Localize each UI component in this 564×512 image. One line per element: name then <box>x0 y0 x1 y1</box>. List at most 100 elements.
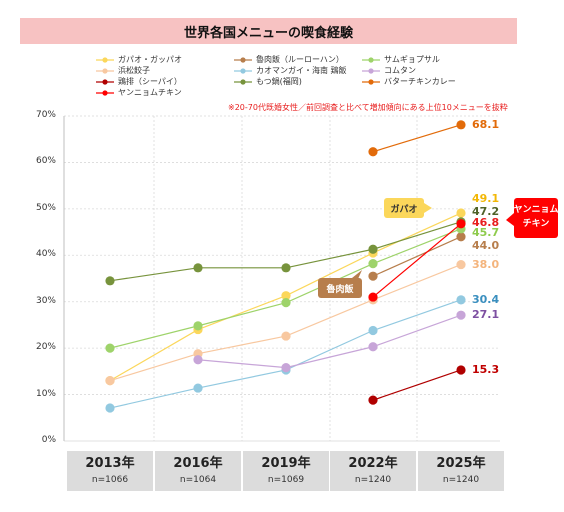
y-tick-label: 30% <box>35 295 56 306</box>
callout-gapao-pointer <box>424 203 432 213</box>
series-line <box>109 299 462 409</box>
data-point <box>456 232 466 242</box>
y-tick-label: 70% <box>35 110 56 120</box>
value-label: 27.1 <box>472 308 500 322</box>
x-tick-sample-size: n=1064 <box>179 475 217 485</box>
x-tick-label: 2013年 <box>85 456 135 471</box>
value-label: 44.0 <box>472 239 500 252</box>
legend-label: サムギョプサル <box>384 55 440 64</box>
value-label: 30.4 <box>472 292 500 306</box>
data-point <box>193 383 203 393</box>
y-tick-label: 20% <box>35 342 56 353</box>
series-line <box>372 369 462 401</box>
legend-label: バターチキンカレー <box>384 77 456 86</box>
legend-label: 浜松餃子 <box>118 66 150 75</box>
value-label: 49.1 <box>472 192 500 205</box>
legend-item: ガパオ・ガッパオ <box>96 54 182 65</box>
x-category-box: 2025年 n=1240 <box>418 451 504 491</box>
x-tick-sample-size: n=1066 <box>91 475 129 485</box>
data-point <box>105 403 115 413</box>
x-category-box: 2016年 n=1064 <box>155 451 241 491</box>
x-category-box: 2019年 n=1069 <box>243 451 329 491</box>
legend-item: 鶏排（シーパイ） <box>96 76 182 87</box>
legend-item: コムタン <box>362 65 416 76</box>
x-tick-sample-size: n=1240 <box>354 475 392 485</box>
callout-gapao-text: ガパオ <box>390 203 417 215</box>
data-point <box>456 208 466 218</box>
x-tick-label: 2019年 <box>261 456 311 471</box>
legend-item: 魯肉飯（ルーローハン） <box>234 54 344 65</box>
data-point <box>193 355 203 365</box>
x-category-box: 2022年 n=1240 <box>330 451 416 491</box>
series-line <box>109 228 462 349</box>
callout-ruroufan: 魯肉飯 <box>318 278 362 298</box>
value-label: 68.1 <box>472 117 500 131</box>
legend-label: カオマンガイ・海南 鶏飯 <box>256 66 347 75</box>
callout-ruroufan-box <box>318 278 362 298</box>
data-point <box>105 276 115 286</box>
callout-ruroufan-pointer <box>352 270 362 279</box>
callout-yangnyeom-box <box>514 198 558 238</box>
data-point <box>368 147 378 157</box>
legend-marker-icon <box>362 67 380 74</box>
legend-marker-icon <box>234 78 252 85</box>
value-label: 46.8 <box>472 216 500 229</box>
y-tick-label: 60% <box>35 156 56 167</box>
callout-yangnyeom: ヤンニョムチキン <box>513 198 559 238</box>
data-point <box>456 259 466 270</box>
legend-label: コムタン <box>384 66 416 75</box>
value-label: 47.2 <box>472 205 500 218</box>
data-point <box>105 343 115 353</box>
callout-ruroufan-text: 魯肉飯 <box>325 283 353 295</box>
x-tick-label: 2022年 <box>348 456 398 471</box>
data-point <box>281 263 291 273</box>
legend-marker-icon <box>96 56 114 63</box>
x-tick-sample-size: n=1240 <box>442 475 480 485</box>
x-tick-sample-size: n=1069 <box>267 475 305 485</box>
data-point <box>281 298 291 308</box>
y-tick-label: 0% <box>41 435 56 445</box>
legend-item: サムギョプサル <box>362 54 440 65</box>
legend-label: ガパオ・ガッパオ <box>118 55 182 64</box>
legend-marker-icon <box>234 67 252 74</box>
x-tick-label: 2016年 <box>173 456 223 471</box>
data-point <box>456 295 466 305</box>
series-line <box>372 124 462 153</box>
legend-label: もつ鍋(福岡) <box>256 77 302 86</box>
data-point <box>368 271 378 281</box>
data-point <box>281 363 291 373</box>
callout-gapao: ガパオ <box>384 198 424 218</box>
legend-marker-icon <box>96 89 114 96</box>
series-line <box>197 314 462 369</box>
data-point <box>456 120 466 130</box>
data-point <box>368 395 378 405</box>
data-point <box>105 376 115 386</box>
legend-label: 鶏排（シーパイ） <box>118 77 182 86</box>
value-label: 38.0 <box>472 257 500 271</box>
value-label: 45.7 <box>472 226 500 239</box>
y-tick-label: 50% <box>35 202 56 213</box>
legend-label: ヤンニョムチキン <box>118 88 182 97</box>
data-point <box>281 291 291 301</box>
legend-item: バターチキンカレー <box>362 76 456 87</box>
data-point <box>456 365 466 375</box>
chart-note: ※20-70代既婚女性／前回調査と比べて増加傾向にある上位10メニューを抜粋 <box>228 103 508 112</box>
chart-title: 世界各国メニューの喫食経験 <box>183 25 353 41</box>
data-point <box>368 259 378 269</box>
data-point <box>368 292 378 302</box>
data-point <box>368 325 378 336</box>
callout-yangnyeom-text: ヤンニョム <box>513 204 558 215</box>
legend-marker-icon <box>362 78 380 85</box>
y-tick-label: 10% <box>35 388 56 399</box>
legend-marker-icon <box>362 56 380 63</box>
chart-title-bar: 世界各国メニューの喫食経験 <box>20 18 517 44</box>
x-category-box: 2013年 n=1066 <box>67 451 153 491</box>
legend-marker-icon <box>96 67 114 74</box>
callout-yangnyeom-text: チキン <box>523 218 550 229</box>
series-line <box>372 223 462 298</box>
data-point <box>456 310 466 320</box>
x-tick-label: 2025年 <box>436 456 486 471</box>
legend-marker-icon <box>96 78 114 85</box>
value-label: 15.3 <box>472 362 500 376</box>
